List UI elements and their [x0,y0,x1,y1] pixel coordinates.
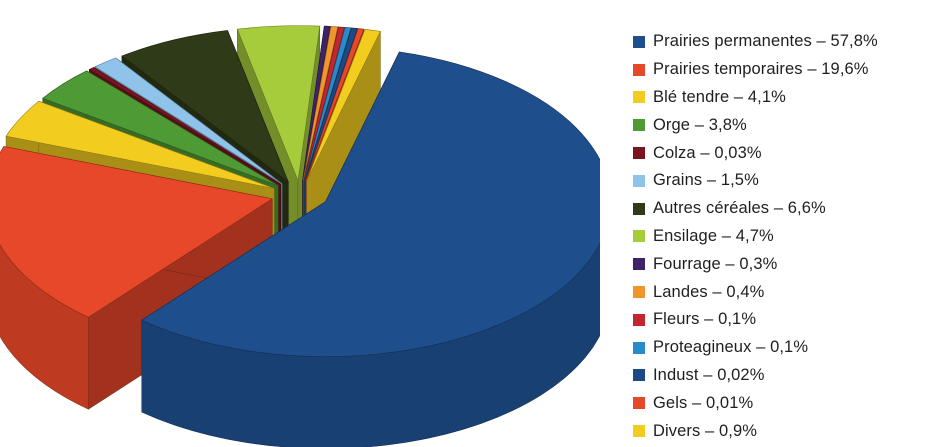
legend-label: Ensilage – 4,7% [653,226,774,245]
legend-label: Colza – 0,03% [653,143,762,162]
legend-label: Divers – 0,9% [653,421,758,440]
legend-label: Blé tendre – 4,1% [653,87,786,106]
legend-label: Proteagineux – 0,1% [653,338,809,357]
legend-item: Fleurs – 0,1% [633,306,878,334]
legend-label: Gels – 0,01% [653,393,754,412]
legend-label: Prairies temporaires – 19,6% [653,60,869,79]
legend-item: Landes – 0,4% [633,278,878,306]
legend-item: Prairies temporaires – 19,6% [633,56,878,84]
legend-item: Autres céréales – 6,6% [633,195,878,223]
legend-item: Ensilage – 4,7% [633,223,878,251]
legend-item: Orge – 3,8% [633,111,878,139]
legend-item: Gels – 0,01% [633,389,878,417]
legend-label: Fourrage – 0,3% [653,254,778,273]
legend-swatch [633,397,645,410]
legend-label: Fleurs – 0,1% [653,310,757,329]
legend-label: Landes – 0,4% [653,282,765,301]
legend-swatch [633,35,645,48]
legend-item: Divers – 0,9% [633,417,878,445]
legend-item: Colza – 0,03% [633,139,878,167]
legend-label: Grains – 1,5% [653,171,759,190]
legend-item: Indust – 0,02% [633,362,878,390]
pie-chart [0,25,600,447]
legend-item: Fourrage – 0,3% [633,250,878,278]
legend-swatch [633,230,645,243]
legend-swatch [633,258,645,271]
chart-legend: Prairies permanentes – 57,8% Prairies tem… [633,28,878,445]
legend-item: Proteagineux – 0,1% [633,334,878,362]
legend-swatch [633,202,645,215]
legend-item: Grains – 1,5% [633,167,878,195]
legend-swatch [633,63,645,76]
legend-swatch [633,341,645,354]
legend-item: Blé tendre – 4,1% [633,84,878,112]
legend-label: Orge – 3,8% [653,115,747,134]
legend-label: Indust – 0,02% [653,365,765,384]
pie-chart-svg [0,25,600,447]
legend-swatch [633,369,645,382]
pie-slice [141,51,600,447]
legend-swatch [633,286,645,299]
legend-item: Prairies permanentes – 57,8% [633,28,878,56]
legend-swatch [633,313,645,326]
legend-swatch [633,425,645,438]
legend-label: Prairies permanentes – 57,8% [653,32,878,51]
legend-swatch [633,174,645,187]
legend-swatch [633,119,645,132]
legend-swatch [633,91,645,104]
legend-swatch [633,147,645,160]
legend-label: Autres céréales – 6,6% [653,199,826,218]
